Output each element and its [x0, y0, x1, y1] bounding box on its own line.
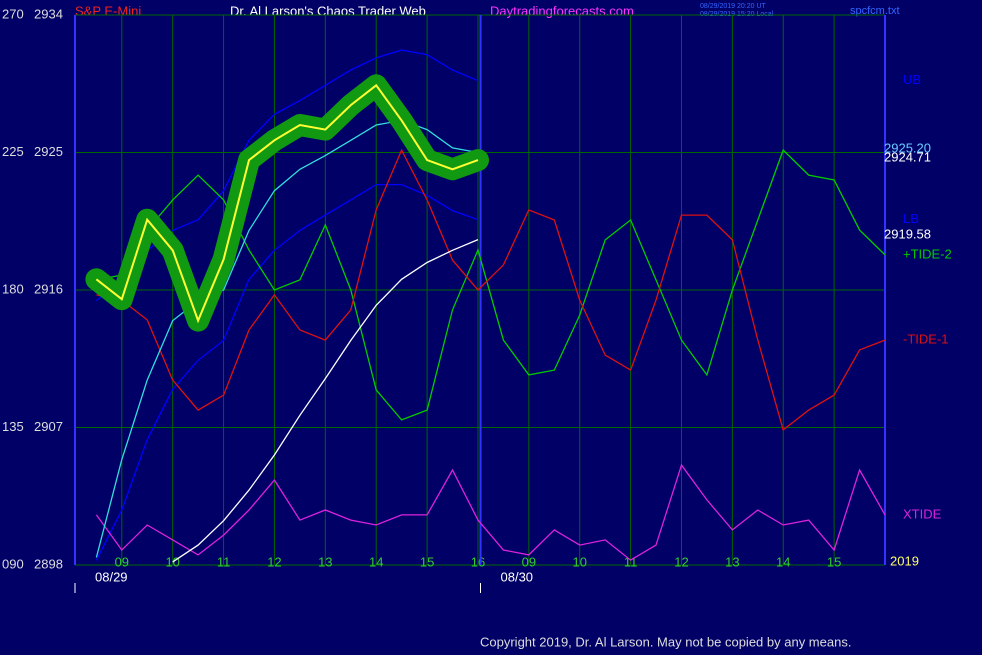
site: Daytradingforecasts.com: [490, 3, 634, 18]
chart-title: Dr. Al Larson's Chaos Trader Web: [230, 3, 426, 18]
copyright: Copyright 2019, Dr. Al Larson. May not b…: [480, 634, 851, 649]
chart-subtitle: S&P E-Mini: [75, 3, 141, 18]
timestamp: 08/29/2019 15:20 Local: [700, 11, 774, 18]
x-tick-label: 14: [776, 554, 790, 569]
x-tick-label: 10: [572, 554, 586, 569]
series-label: UB: [903, 72, 921, 87]
x-tick-label: 12: [674, 554, 688, 569]
y2-tick-label: 225: [2, 144, 24, 159]
x-tick-label: 16: [471, 554, 485, 569]
series-label: -TIDE-1: [903, 332, 949, 347]
annotation: 2019: [890, 553, 919, 568]
annotation: 2925.20: [884, 140, 931, 155]
series-label: LB: [903, 211, 919, 226]
series-line: [95, 83, 479, 324]
filename: spcfcm.txt: [850, 5, 900, 17]
x-tick-label: 10: [165, 554, 179, 569]
date-label: 08/29: [95, 569, 128, 584]
y2-tick-label: 180: [2, 281, 24, 296]
y-tick-label: 2934: [34, 6, 63, 21]
series-label: +TIDE-2: [903, 246, 952, 261]
y-tick-label: 2916: [34, 281, 63, 296]
y2-tick-label: 270: [2, 6, 24, 21]
y-tick-label: 2898: [34, 556, 63, 571]
x-tick-label: 09: [522, 554, 536, 569]
x-tick-label: 15: [420, 554, 434, 569]
series-line: [96, 148, 886, 432]
y-tick-label: 2925: [34, 144, 63, 159]
y2-tick-label: 090: [2, 556, 24, 571]
timestamp: 08/29/2019 20:20 UT: [700, 3, 766, 10]
series-line: [172, 239, 479, 563]
x-tick-label: 14: [369, 554, 383, 569]
y2-tick-label: 135: [2, 419, 24, 434]
series-line: [95, 183, 479, 561]
x-tick-label: 11: [217, 554, 231, 569]
x-tick-label: 12: [267, 554, 281, 569]
annotation: 2924.71: [884, 149, 931, 164]
x-tick-label: 13: [318, 554, 332, 569]
annotation: 2919.58: [884, 226, 931, 241]
series-line: [95, 463, 886, 561]
x-tick-label: 09: [115, 554, 129, 569]
series-label: XTIDE: [903, 506, 942, 521]
x-tick-label: 13: [725, 554, 739, 569]
y-tick-label: 2907: [34, 419, 63, 434]
x-tick-label: 15: [827, 554, 841, 569]
date-label: 08/30: [501, 569, 534, 584]
